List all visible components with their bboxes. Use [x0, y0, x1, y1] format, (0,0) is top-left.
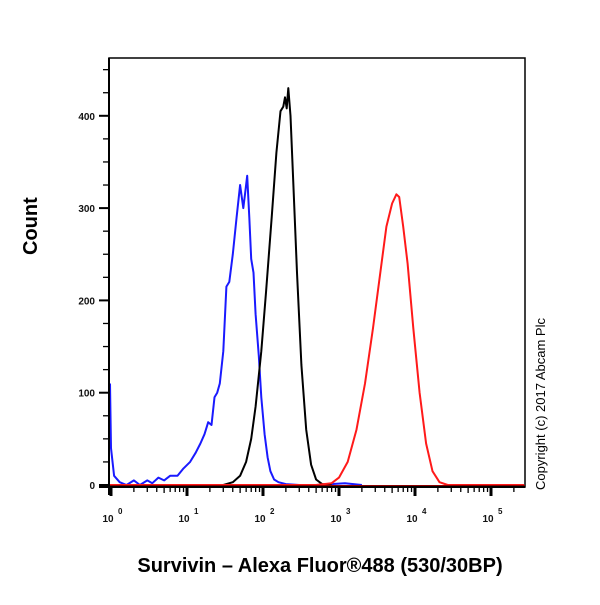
series-red [110, 193, 524, 486]
x-tick-label: 10 [330, 514, 342, 525]
x-tick-label: 10 [178, 514, 190, 525]
x-tick-exponent: 0 [118, 507, 123, 516]
x-tick-label: 10 [406, 514, 418, 525]
plot-border [108, 57, 526, 488]
y-tick-label: 200 [78, 296, 95, 307]
y-tick-label: 0 [89, 481, 95, 492]
series-black [223, 87, 332, 486]
y-tick-label: 400 [78, 112, 95, 123]
x-tick-exponent: 4 [422, 507, 427, 516]
y-axis-label: Count [20, 197, 42, 255]
x-tick-exponent: 1 [194, 507, 199, 516]
x-tick-label: 10 [254, 514, 266, 525]
y-tick-label: 100 [78, 389, 95, 400]
x-tick-exponent: 2 [270, 507, 275, 516]
series-blue [109, 174, 363, 486]
x-tick-label: 10 [102, 514, 114, 525]
x-tick-label: 10 [482, 514, 494, 525]
x-tick-exponent: 5 [498, 507, 503, 516]
x-axis-label: Survivin – Alexa Fluor®488 (530/30BP) [137, 555, 503, 577]
x-tick-exponent: 3 [346, 507, 351, 516]
y-tick-label: 300 [78, 204, 95, 215]
plot-frame [108, 57, 526, 488]
copyright-annotation: Copyright (c) 2017 Abcam Plc [533, 318, 548, 490]
series-lines [109, 87, 525, 487]
